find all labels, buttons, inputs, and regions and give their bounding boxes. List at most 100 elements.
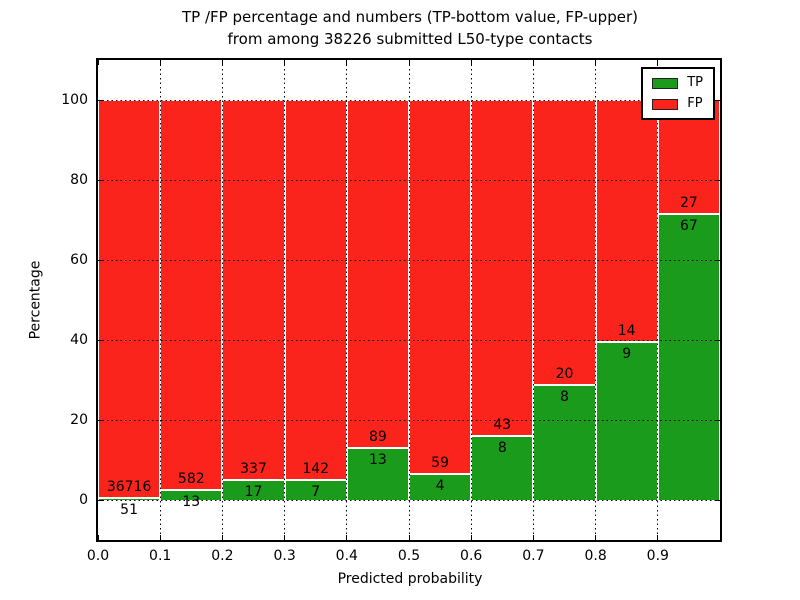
bar-segment-tp [222,480,285,500]
legend-label-fp: FP [687,96,703,111]
gridline-vertical [408,60,410,540]
tp-count-label: 9 [622,346,632,363]
tick-mark-left [98,179,103,181]
tick-mark-bottom [595,535,597,540]
bar-segment-fp [409,100,472,475]
x-tick-label: 0.8 [584,548,607,564]
gridline-vertical [595,60,597,540]
tick-mark-top [284,60,286,65]
gridline-vertical [284,60,286,540]
y-tick-label: 100 [61,92,88,108]
tp-count-label: 7 [311,484,321,501]
tick-mark-left [98,259,103,261]
tp-count-label: 51 [120,501,139,518]
tick-mark-left [98,419,103,421]
x-tick-label: 0.3 [273,548,296,564]
chart-title-line1: TP /FP percentage and numbers (TP-bottom… [182,8,638,26]
x-tick-label: 0.0 [86,548,110,564]
legend-swatch-fp [652,98,679,110]
fp-count-label: 36716 [106,478,152,495]
tick-mark-top [97,60,99,65]
y-tick-label: 40 [70,332,88,348]
plot-area: 36716 51 582 13 337 17 142 7 89 13 59 4 43 8 20 8 14 9 27 6… [96,58,722,542]
tp-count-label: 67 [679,217,698,234]
fp-count-label: 27 [679,194,698,211]
tick-mark-bottom [408,535,410,540]
tp-count-label: 4 [435,477,445,494]
tick-mark-right [715,99,720,101]
x-axis-label: Predicted probability [337,571,483,587]
x-tick-label: 0.9 [646,548,669,564]
x-tick-label: 0.5 [397,548,421,564]
bars-layer [98,60,720,540]
tp-count-label: 8 [560,388,569,405]
bar-segment-tp [657,214,720,500]
tick-mark-top [595,60,597,65]
tick-mark-top [657,60,659,65]
tick-mark-top [408,60,410,65]
chart-title: TP /FP percentage and numbers (TP-bottom… [98,6,722,50]
y-tick-label: 60 [70,252,88,268]
bar-segment-fp [346,100,409,450]
bar-segment-tp [160,491,223,500]
fp-count-label: 582 [177,471,205,488]
legend-label-tp: TP [687,75,703,90]
fp-count-label: 43 [493,417,512,434]
tick-mark-top [532,60,534,65]
bar-segment-fp [160,100,223,492]
tick-mark-bottom [346,535,348,540]
bar-segment-tp [533,385,596,500]
tick-mark-bottom [657,535,659,540]
tp-count-label: 13 [182,494,201,511]
tick-mark-right [715,259,720,261]
tick-mark-top [470,60,472,65]
tick-mark-top [346,60,348,65]
tick-mark-bottom [284,535,286,540]
tick-mark-right [715,179,720,181]
tick-mark-bottom [470,535,472,540]
fp-count-label: 59 [431,454,450,471]
fp-count-label: 89 [368,429,387,446]
bar-segment-tp [471,437,534,500]
tick-mark-bottom [532,535,534,540]
tick-mark-right [715,419,720,421]
bar-segment-fp [284,100,347,482]
fp-count-label: 142 [302,461,330,478]
bar-segment-fp [98,100,161,499]
legend-swatch-tp [652,77,679,89]
tp-count-label: 8 [497,440,507,457]
legend: TP FP [641,67,715,120]
bar-segment-fp [595,100,658,344]
y-tick-label: 80 [70,172,88,188]
tick-mark-bottom [221,535,223,540]
fp-count-label: 337 [240,460,267,477]
x-tick-label: 0.4 [335,548,358,564]
bar-segment-tp [284,481,347,500]
fp-count-label: 20 [555,365,574,382]
bar-segment-tp [595,343,658,500]
tick-mark-top [221,60,223,65]
bar-segment-tp [409,474,472,500]
y-tick-label: 0 [79,492,88,508]
tick-marks-layer [97,60,720,540]
tp-count-label: 13 [368,452,387,469]
bar-segment-tp [346,449,409,500]
x-tick-label: 0.1 [149,548,172,564]
bar-segment-tp [98,498,161,500]
gridline-vertical [221,60,223,540]
tick-mark-left [98,99,103,101]
tick-mark-right [715,339,720,341]
y-tick-label: 20 [70,412,88,428]
legend-row: TP [652,76,703,90]
chart-title-line2: from among 38226 submitted L50-type cont… [227,30,593,48]
tick-mark-left [98,499,103,501]
tp-count-label: 17 [244,483,263,500]
legend-row: FP [652,97,703,111]
tick-mark-top [159,60,161,65]
tick-mark-left [98,339,103,341]
bar-segment-fp [533,100,596,386]
gridline-vertical [532,60,534,540]
y-axis-label: Percentage [27,260,44,340]
gridline-vertical [470,60,472,540]
